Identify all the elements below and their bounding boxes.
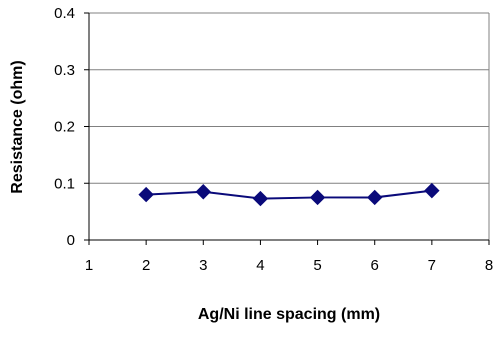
data-point-marker [196,185,210,199]
x-axis-title: Ag/Ni line spacing (mm) [198,306,380,323]
data-point-marker [311,190,325,204]
x-tick-label: 6 [371,257,379,274]
tick-labels: 0 0.1 0.2 0.3 0.4 1 2 3 4 5 6 7 8 [54,5,493,274]
data-point-marker [425,184,439,198]
y-tick-label: 0.4 [54,5,75,22]
data-point-marker [368,190,382,204]
axes [84,13,489,245]
y-tick-label: 0.3 [54,62,75,79]
series [139,184,439,206]
y-tick-label: 0.2 [54,119,75,136]
x-tick-label: 4 [256,257,264,274]
x-tick-label: 7 [428,257,436,274]
x-tick-label: 3 [199,257,207,274]
y-tick-label: 0.1 [54,175,75,192]
data-point-marker [253,192,267,206]
grid [89,13,489,183]
x-tick-label: 5 [313,257,321,274]
x-tick-label: 1 [85,257,93,274]
data-point-marker [139,188,153,202]
y-tick-label: 0 [67,232,75,249]
series-line-0 [146,191,432,199]
x-tick-label: 2 [142,257,150,274]
y-axis-title: Resistance (ohm) [9,60,26,193]
x-tick-label: 8 [485,257,493,274]
